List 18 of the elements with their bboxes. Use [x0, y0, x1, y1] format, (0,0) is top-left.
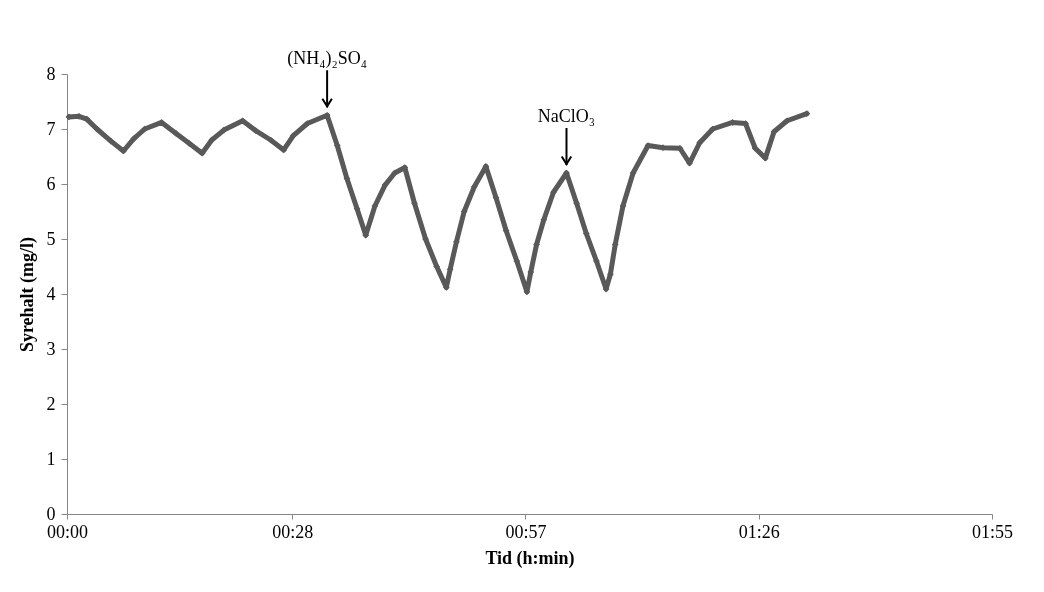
- x-tick-label: 00:00: [46, 521, 89, 542]
- y-axis-title: Syrehalt (mg/l): [16, 236, 38, 353]
- annotation: NaClO₃: [537, 106, 596, 126]
- x-tick-label: 00:28: [272, 521, 314, 542]
- x-tick-label: 00:57: [505, 521, 547, 542]
- y-tick-label: 1: [46, 448, 56, 469]
- annotation: (NH₄)₂SO₄: [287, 48, 368, 70]
- x-axis-title: Tid (h:min): [485, 547, 575, 569]
- y-tick-label: 6: [46, 173, 56, 194]
- y-tick-label: 8: [46, 63, 56, 84]
- y-tick-label: 0: [46, 503, 56, 524]
- y-tick-label: 4: [46, 283, 56, 304]
- y-tick-label: 7: [46, 118, 56, 139]
- x-tick-label: 01:55: [971, 521, 1014, 542]
- y-tick-label: 3: [46, 338, 56, 359]
- y-tick-label: 2: [46, 393, 56, 414]
- y-tick-label: 5: [46, 228, 56, 249]
- x-tick-label: 01:26: [738, 521, 780, 542]
